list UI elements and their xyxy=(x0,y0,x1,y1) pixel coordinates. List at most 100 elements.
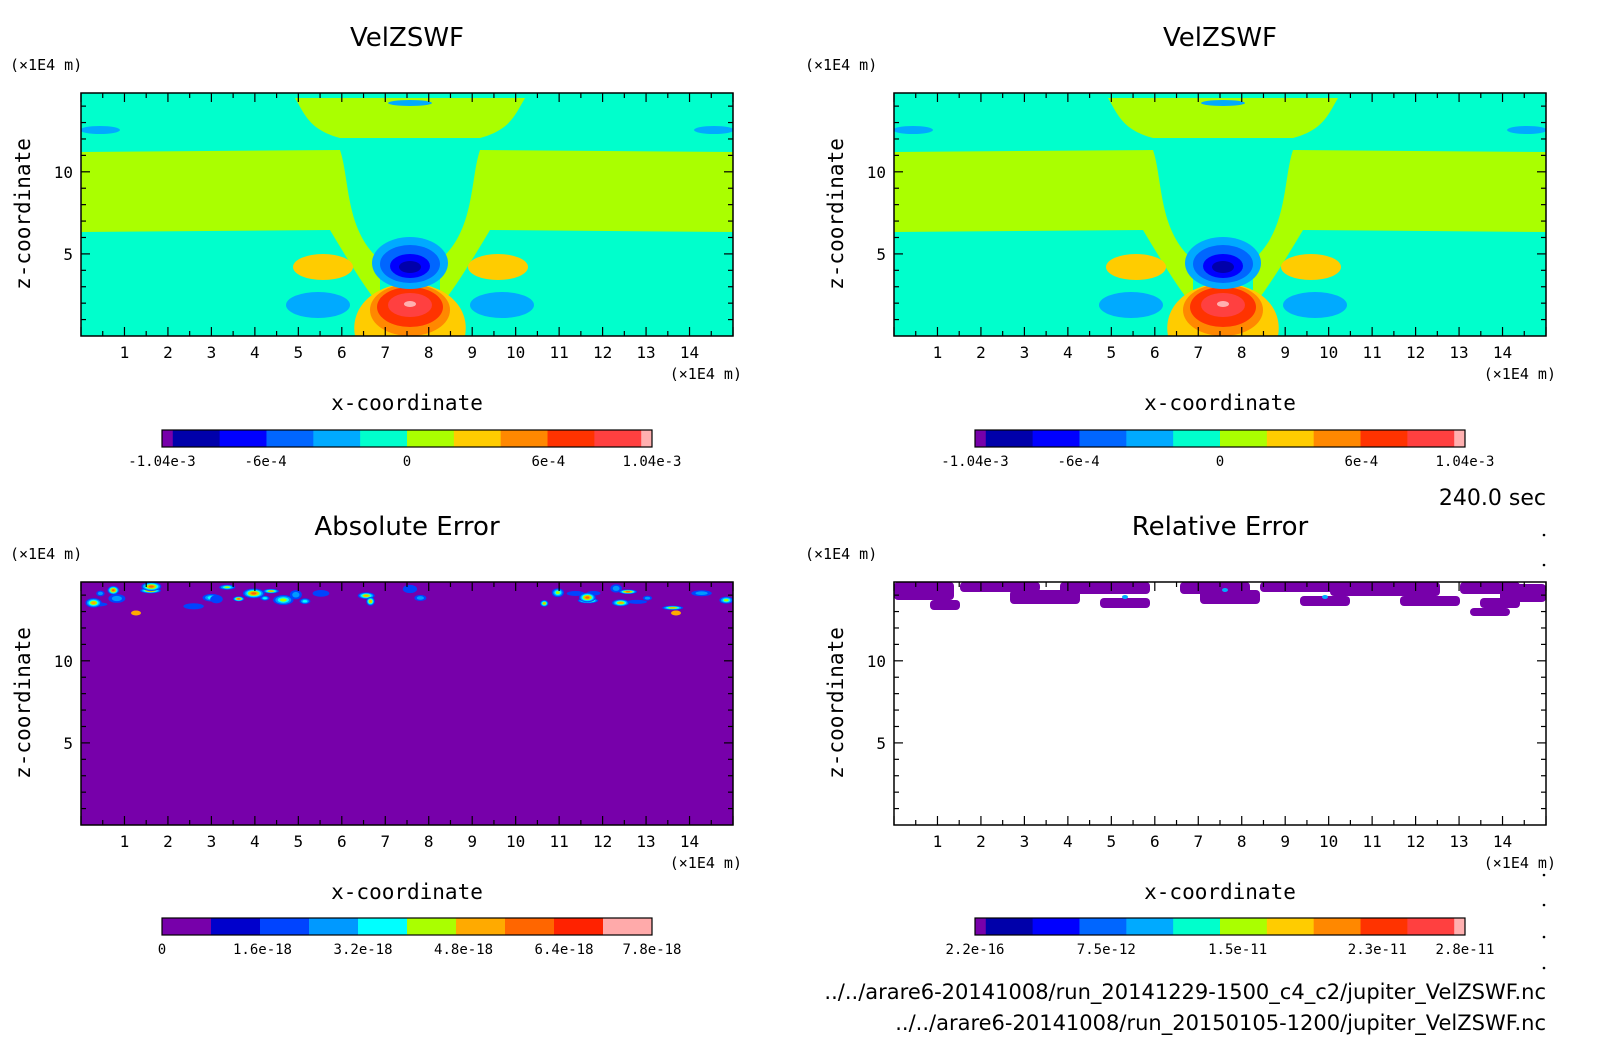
error-speckle xyxy=(111,595,122,602)
error-blob xyxy=(1222,588,1228,592)
x-tick-label: 8 xyxy=(424,832,434,851)
x-unit-label: (×1E4 m) xyxy=(670,365,742,383)
colorbar-label: 6e-4 xyxy=(532,454,566,470)
x-tick-label: 1 xyxy=(933,343,943,362)
velocity-field xyxy=(894,93,1546,336)
colorbar-swatch xyxy=(603,918,653,935)
error-blob xyxy=(1470,608,1510,616)
colorbar-swatch xyxy=(1313,430,1362,447)
colorbar-swatch xyxy=(266,430,314,447)
x-unit-label: (×1E4 m) xyxy=(670,854,742,872)
colorbar-swatch xyxy=(1220,918,1268,935)
rel-error-field xyxy=(894,582,1546,825)
colorbar-swatch xyxy=(1032,918,1080,935)
colorbar-swatch xyxy=(1173,430,1221,447)
error-speckle xyxy=(416,596,424,600)
panel-absolute-error: Absolute Error (×1E4 m) 1 2 3 4 5 6 7 8 9 10 11 12 1… xyxy=(10,512,742,958)
colorbar-label: 1.04e-3 xyxy=(1435,454,1494,470)
error-speckle xyxy=(183,603,204,610)
colorbar-frame xyxy=(974,917,1466,936)
error-speckle xyxy=(543,602,546,605)
colorbar-swatch xyxy=(1126,430,1174,447)
colorbar-label: 1.5e-11 xyxy=(1208,942,1267,958)
colorbar-label: 6.4e-18 xyxy=(535,942,594,958)
x-tick-label: 11 xyxy=(550,343,569,362)
error-speckle xyxy=(627,599,647,604)
error-speckle xyxy=(279,598,287,602)
colorbar-swatch xyxy=(1220,430,1268,447)
colorbar-label: 7.8e-18 xyxy=(622,942,681,958)
y-tick-label: 10 xyxy=(54,652,73,671)
colorbar-swatch xyxy=(975,918,987,935)
error-speckle xyxy=(585,596,590,599)
error-speckle xyxy=(723,599,729,602)
x-tick-label: 3 xyxy=(207,343,217,362)
x-tick-label: 7 xyxy=(1193,343,1203,362)
colorbar-swatch xyxy=(1313,918,1362,935)
colorbar-label: 0 xyxy=(403,454,411,470)
y-unit-label: (×1E4 m) xyxy=(805,545,877,563)
error-speckle xyxy=(224,586,230,589)
error-speckle xyxy=(402,584,418,594)
colorbar-label: -1.04e-3 xyxy=(941,454,1008,470)
colorbar-swatch xyxy=(985,918,1034,935)
x-tick-label: 6 xyxy=(1150,343,1160,362)
colorbar-label: 7.5e-12 xyxy=(1077,942,1136,958)
x-tick-label: 6 xyxy=(1150,832,1160,851)
y-axis-label: z-coordinate xyxy=(11,138,35,290)
x-tick-label: 2 xyxy=(976,343,986,362)
x-tick-label: 12 xyxy=(593,832,612,851)
colorbar-swatch xyxy=(975,430,987,447)
x-unit-label: (×1E4 m) xyxy=(1484,365,1556,383)
x-tick-label: 1 xyxy=(120,832,130,851)
colorbar-frame xyxy=(974,429,1466,448)
x-tick-label: 1 xyxy=(120,343,130,362)
colorbar-label: 3.2e-18 xyxy=(334,942,393,958)
colorbar-frame xyxy=(161,917,653,936)
x-tick-label: 13 xyxy=(636,832,655,851)
x-tick-label: 8 xyxy=(1237,832,1247,851)
error-speckle xyxy=(251,592,257,595)
y-axis-label: z-coordinate xyxy=(11,627,35,779)
colorbar-swatch xyxy=(1079,918,1127,935)
error-blob xyxy=(1322,595,1328,599)
colorbar-swatch xyxy=(1454,918,1466,935)
panel-title: VelZSWF xyxy=(350,23,464,53)
x-axis-label: x-coordinate xyxy=(1144,391,1296,415)
colorbar-swatch xyxy=(1266,918,1315,935)
x-tick-label: 6 xyxy=(337,832,347,851)
x-tick-label: 4 xyxy=(250,832,260,851)
x-tick-label: 2 xyxy=(163,343,173,362)
error-speckle xyxy=(131,610,141,616)
x-tick-label: 12 xyxy=(593,343,612,362)
error-speckle xyxy=(210,594,223,604)
x-axis-label: x-coordinate xyxy=(1144,880,1296,904)
colorbar-swatch xyxy=(358,918,408,935)
x-tick-label: 9 xyxy=(467,832,477,851)
error-blob xyxy=(1260,582,1340,592)
colorbar-swatch xyxy=(1360,918,1408,935)
error-speckle xyxy=(111,589,115,592)
x-tick-label: 5 xyxy=(1107,832,1117,851)
colorbar-swatch xyxy=(172,430,221,447)
colorbar-frame xyxy=(161,429,653,448)
x-tick-label: 11 xyxy=(1363,343,1382,362)
colorbar-swatch xyxy=(547,430,595,447)
error-speckle xyxy=(302,599,308,603)
x-tick-label: 12 xyxy=(1406,343,1425,362)
colorbar-swatch xyxy=(407,918,457,935)
x-tick-label: 14 xyxy=(1493,832,1512,851)
colorbar-swatch xyxy=(162,430,174,447)
x-tick-label: 14 xyxy=(1493,343,1512,362)
x-tick-label: 5 xyxy=(294,832,304,851)
x-tick-label: 3 xyxy=(207,832,217,851)
colorbar-label: -6e-4 xyxy=(245,454,287,470)
x-tick-label: 7 xyxy=(1193,832,1203,851)
x-tick-label: 4 xyxy=(250,343,260,362)
colorbar-swatch xyxy=(211,918,261,935)
y-tick-label: 10 xyxy=(54,163,73,182)
